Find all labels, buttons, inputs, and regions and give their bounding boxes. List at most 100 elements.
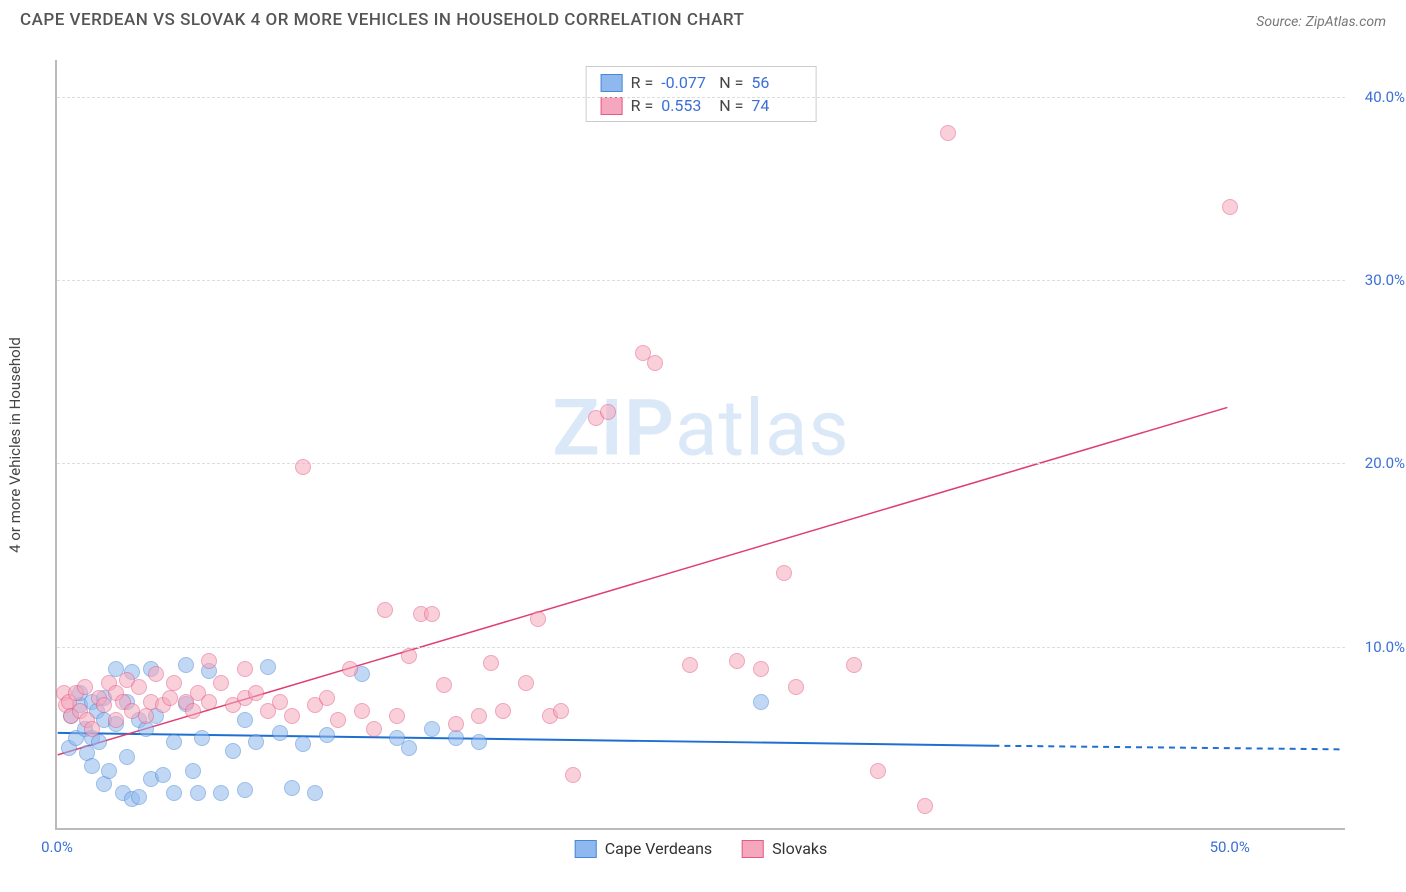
scatter-point [101,763,117,779]
header: CAPE VERDEAN VS SLOVAK 4 OR MORE VEHICLE… [0,0,1406,30]
stats-legend: R = -0.077 N = 56 R = 0.553 N = 74 [586,66,817,122]
stats-row: R = -0.077 N = 56 [601,71,802,94]
scatter-point [940,125,956,141]
bottom-legend: Cape Verdeans Slovaks [575,839,828,858]
scatter-point [471,734,487,750]
x-tick-label: 50.0% [1210,838,1250,856]
scatter-point [108,712,124,728]
legend-label: Cape Verdeans [605,839,712,858]
scatter-point [131,789,147,805]
scatter-point [788,679,804,695]
scatter-point [248,685,264,701]
scatter-point [225,743,241,759]
scatter-point [846,657,862,673]
scatter-point [753,694,769,710]
scatter-point [84,758,100,774]
scatter-point [119,749,135,765]
watermark-atlas: atlas [675,383,850,474]
scatter-point [201,653,217,669]
scatter-point [401,648,417,664]
x-tick-label: 0.0% [41,838,73,856]
scatter-point [483,655,499,671]
scatter-point [190,785,206,801]
source-label: Source: [1256,14,1301,30]
scatter-point [776,565,792,581]
scatter-point [424,606,440,622]
scatter-point [377,602,393,618]
scatter-point [471,708,487,724]
scatter-point [917,798,933,814]
stats-n-value: 74 [751,96,801,115]
scatter-point [194,730,210,746]
y-tick-label: 20.0% [1350,454,1405,472]
scatter-point [166,785,182,801]
scatter-point [319,727,335,743]
scatter-point [84,721,100,737]
stats-r-label: R = [631,96,654,115]
scatter-point [319,690,335,706]
watermark-zip: ZIP [552,383,675,474]
source: Source: ZipAtlas.com [1256,11,1386,30]
scatter-point [495,703,511,719]
scatter-point [185,703,201,719]
legend-swatch [575,840,597,858]
scatter-point [870,763,886,779]
scatter-point [237,782,253,798]
scatter-point [1222,199,1238,215]
stats-r-label: R = [631,73,654,92]
trend-lines [57,60,1345,828]
source-name: ZipAtlas.com [1306,14,1386,30]
scatter-point [96,697,112,713]
legend-swatch [601,97,623,115]
legend-item: Cape Verdeans [575,839,712,858]
scatter-point [600,404,616,420]
scatter-point [330,712,346,728]
scatter-point [162,690,178,706]
scatter-point [201,694,217,710]
scatter-point [729,653,745,669]
scatter-point [530,611,546,627]
scatter-point [77,679,93,695]
scatter-point [682,657,698,673]
grid-line [57,647,1345,648]
stats-n-value: 56 [751,73,801,92]
stats-r-value: -0.077 [661,73,711,92]
scatter-point [448,730,464,746]
scatter-point [284,780,300,796]
scatter-point [753,661,769,677]
scatter-point [272,694,288,710]
scatter-point [553,703,569,719]
plot-area: ZIPatlas R =-0.077N =56R =0.553N =74 Cap… [55,60,1345,830]
scatter-point [237,712,253,728]
grid-line [57,97,1345,98]
stats-n-label: N = [719,73,743,92]
scatter-point [185,763,201,779]
scatter-point [518,675,534,691]
chart-title: CAPE VERDEAN VS SLOVAK 4 OR MORE VEHICLE… [20,10,744,30]
scatter-point [448,716,464,732]
scatter-point [260,659,276,675]
scatter-point [366,721,382,737]
y-tick-label: 10.0% [1350,638,1405,656]
watermark: ZIPatlas [552,383,849,474]
grid-line [57,280,1345,281]
y-axis-label: 4 or more Vehicles in Household [6,337,24,553]
y-tick-label: 30.0% [1350,271,1405,289]
stats-n-label: N = [719,96,743,115]
stats-r-value: 0.553 [661,96,711,115]
chart-container: 4 or more Vehicles in Household ZIPatlas… [55,60,1345,830]
legend-item: Slovaks [742,839,827,858]
legend-swatch [601,74,623,92]
scatter-point [131,679,147,695]
scatter-point [166,734,182,750]
scatter-point [166,675,182,691]
scatter-point [342,661,358,677]
scatter-point [138,708,154,724]
scatter-point [178,657,194,673]
scatter-point [295,736,311,752]
y-tick-label: 40.0% [1350,88,1405,106]
scatter-point [401,740,417,756]
grid-line [57,463,1345,464]
scatter-point [155,767,171,783]
scatter-point [272,725,288,741]
